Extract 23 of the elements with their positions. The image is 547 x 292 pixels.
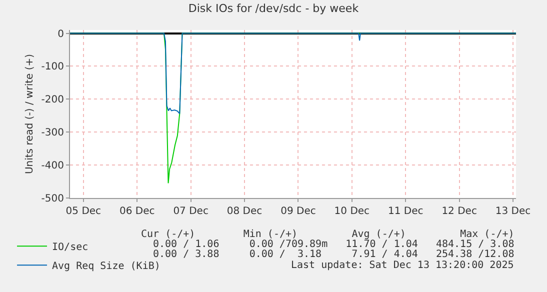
x-tick-label: 11 Dec [388,206,424,217]
text: Last update: Sat Dec 13 13:20:00 2025 [291,260,514,271]
legend-label: Avg Req Size (KiB) [52,261,160,272]
y-tick-label: -500 [41,194,64,204]
x-tick-label: 13 Dec [495,206,531,217]
x-tick-label: 08 Dec [226,206,262,217]
x-tick-label: 07 Dec [173,206,208,217]
y-tick-label: -400 [41,160,64,172]
y-tick-label: 0 [58,28,64,40]
text: Cur (-/+) Min (-/+) Avg (-/+) Max (-/+) [141,229,514,240]
x-tick-label: 12 Dec [442,206,477,217]
y-tick-label: -100 [41,62,64,73]
x-tick-label: 09 Dec [280,206,316,217]
legend-label: IO/sec [52,242,88,253]
x-tick-label: 05 Dec [66,206,102,217]
text: 0.00 / 1.06 0.00 /709.89m 11.70 / 1.04 484.15 / 3.08 [153,239,514,250]
y-tick-label: -200 [41,94,64,106]
text: 0.00 / 3.88 0.00 / 3.18 7.91 / 4.04 254.38 /12.08 [153,249,514,260]
y-axis-title: Units read (-) / write (+) [24,54,36,174]
x-tick-label: 10 Dec [334,206,370,217]
y-tick-label: -300 [41,128,64,139]
chart-title: Disk IOs for /dev/sdc - by week [188,2,360,16]
x-tick-label: 06 Dec [119,206,155,217]
